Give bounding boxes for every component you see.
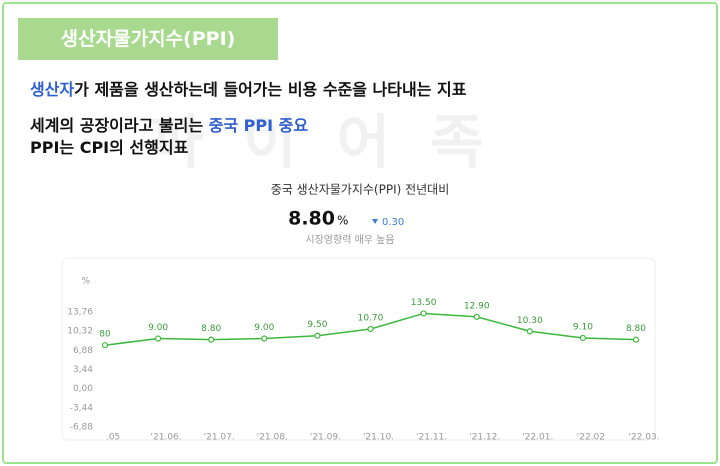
- line: PPI는 CPI의 선행지표: [30, 138, 189, 157]
- point: [526, 328, 533, 335]
- value-label: 8.80: [626, 324, 646, 334]
- change: 0.30: [382, 217, 404, 228]
- x-tick-label: .05: [106, 433, 120, 443]
- y-tick-label: 10,32: [67, 327, 93, 337]
- value-label: 9.00: [254, 323, 274, 333]
- headline-unit: %: [337, 214, 348, 228]
- text: 세계의 공장이라고 불리는: [30, 116, 209, 135]
- value-label: 9.00: [148, 323, 168, 333]
- point: [155, 335, 162, 342]
- value-label: 80: [99, 330, 111, 340]
- point: [632, 336, 640, 343]
- x-tick-label: '22.01.: [522, 433, 553, 443]
- headline-value: 8.80: [288, 208, 335, 230]
- y-tick-label: -3,44: [70, 403, 94, 413]
- point: [314, 332, 321, 339]
- chart-card: [61, 257, 656, 441]
- text: 가 제품을 생산하는데 들어가는 비용 수준을 나타내는 지표: [74, 80, 467, 99]
- y-tick-label: 13,76: [67, 308, 93, 318]
- point: [420, 310, 427, 317]
- y-tick-label: 3,44: [73, 365, 93, 375]
- value-label: 10.70: [358, 314, 384, 324]
- x-tick-label: '21.11.: [416, 433, 447, 443]
- point: [579, 334, 587, 342]
- subtitle: 시장영향력 매우 높음: [305, 234, 394, 246]
- point: [473, 313, 480, 320]
- y-tick-label: -6,88: [70, 423, 94, 433]
- line: 세계의 공장이라고 불리는 중국 PPI 중요: [30, 112, 308, 136]
- down-arrow: [372, 219, 378, 224]
- value-label: 13.50: [411, 298, 437, 308]
- x-tick-label: '21.12.: [469, 433, 500, 443]
- x-tick-label: '22.03.: [628, 433, 659, 443]
- x-tick-label: '21.07.: [204, 433, 235, 443]
- point: [101, 342, 109, 349]
- highlight: 중국 PPI 중요: [208, 116, 309, 135]
- y-tick-label: 0,00: [73, 384, 93, 394]
- x-tick-label: '22.02: [577, 433, 605, 443]
- value-label: 8.80: [201, 324, 221, 334]
- y-tick-label: 6,88: [73, 346, 93, 356]
- point: [208, 336, 215, 343]
- x-tick-label: '21.06.: [151, 433, 182, 443]
- value-label: 12.90: [464, 301, 490, 311]
- chart-title: 중국 생산자물가지수(PPI) 전년대비: [271, 183, 450, 197]
- value-label: 9.10: [573, 322, 593, 332]
- x-tick-label: '21.10.: [363, 433, 394, 443]
- x-tick-label: '21.08.: [257, 433, 288, 443]
- point: [367, 325, 374, 333]
- slide-title: 생산자물가지수(PPI): [18, 18, 278, 60]
- value-label: 10.30: [517, 316, 543, 326]
- highlight: 생산자: [30, 80, 75, 99]
- y-unit: %: [81, 277, 90, 287]
- x-tick-label: '21.09.: [310, 433, 341, 443]
- line: 생산자가 제품을 생산하는데 들어가는 비용 수준을 나타내는 지표: [30, 76, 466, 100]
- point: [261, 335, 268, 342]
- value-label: 9.50: [307, 320, 327, 330]
- watermark: 파이어족: [150, 108, 524, 176]
